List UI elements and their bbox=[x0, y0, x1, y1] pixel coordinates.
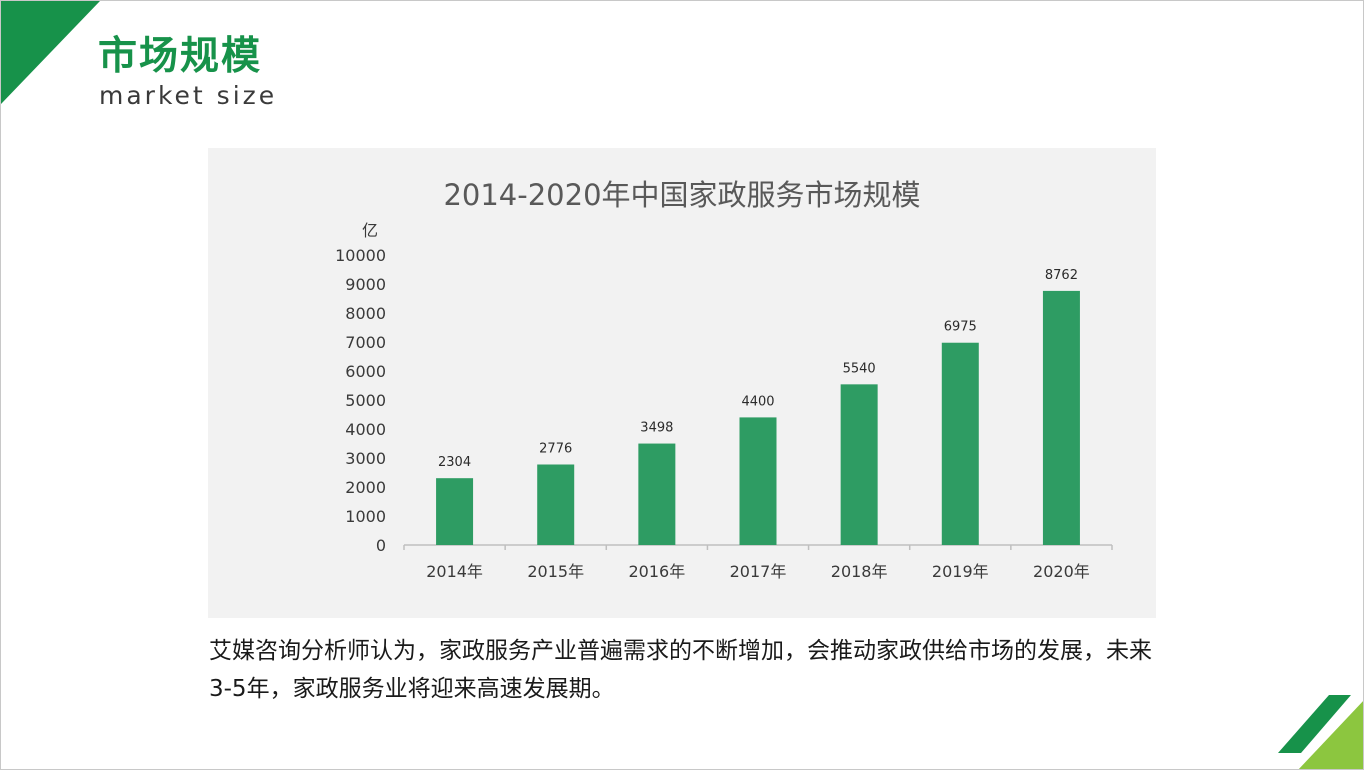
data-label: 5540 bbox=[843, 361, 876, 376]
x-tick-label: 2019年 bbox=[932, 562, 989, 581]
y-tick-label: 4000 bbox=[345, 420, 386, 439]
bar bbox=[840, 384, 878, 545]
bar bbox=[941, 342, 979, 545]
y-axis-unit: 亿 bbox=[362, 221, 378, 240]
chart-panel: 2014-2020年中国家政服务市场规模 亿 0 1000 2000 3000 4000… bbox=[208, 148, 1156, 618]
x-tick-label: 2018年 bbox=[831, 562, 888, 581]
bar bbox=[638, 443, 676, 545]
caption-text: 艾媒咨询分析师认为，家政服务产业普遍需求的不断增加，会推动家政供给市场的发展，未… bbox=[209, 638, 1152, 702]
data-label: 2304 bbox=[438, 455, 471, 470]
y-tick-label: 2000 bbox=[345, 478, 386, 497]
y-tick-label: 10000 bbox=[335, 246, 386, 265]
bar bbox=[739, 417, 777, 545]
bar bbox=[436, 478, 474, 545]
bar-chart: 2014-2020年中国家政服务市场规模 亿 0 1000 2000 3000 4000… bbox=[335, 178, 1113, 581]
y-tick-label: 9000 bbox=[345, 275, 386, 294]
x-tick-label: 2016年 bbox=[628, 562, 685, 581]
data-label: 6975 bbox=[944, 320, 977, 335]
x-tick-label: 2014年 bbox=[426, 562, 483, 581]
data-label: 4400 bbox=[741, 394, 774, 409]
y-tick-label: 0 bbox=[376, 536, 386, 555]
y-tick-label: 6000 bbox=[345, 362, 386, 381]
data-label: 2776 bbox=[539, 441, 572, 456]
x-tick-label: 2015年 bbox=[527, 562, 584, 581]
chart-title: 2014-2020年中国家政服务市场规模 bbox=[443, 178, 920, 212]
corner-triangle-top-left bbox=[1, 1, 100, 104]
y-tick-label: 5000 bbox=[345, 391, 386, 410]
y-tick-label: 8000 bbox=[345, 304, 386, 323]
y-tick-label: 1000 bbox=[345, 507, 386, 526]
y-tick-label: 3000 bbox=[345, 449, 386, 468]
corner-triangle-light bbox=[1298, 701, 1363, 769]
data-label: 3498 bbox=[640, 421, 673, 436]
y-tick-label: 7000 bbox=[345, 333, 386, 352]
page-title: 市场规模 bbox=[98, 34, 263, 79]
bar bbox=[1042, 290, 1080, 545]
bar bbox=[537, 464, 575, 545]
corner-stripe-dark bbox=[1278, 695, 1351, 753]
x-tick-label: 2017年 bbox=[730, 562, 787, 581]
page-subtitle: market size bbox=[99, 81, 278, 110]
data-label: 8762 bbox=[1045, 268, 1078, 283]
x-tick-label: 2020年 bbox=[1033, 562, 1090, 581]
